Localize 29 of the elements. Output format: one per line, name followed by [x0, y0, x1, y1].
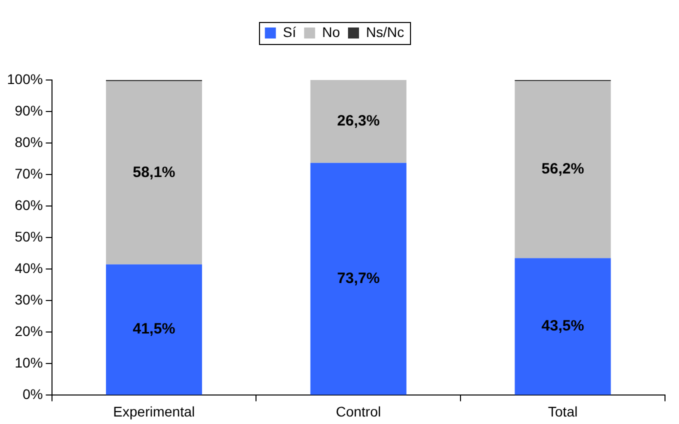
x-tick-label: Total — [548, 403, 578, 420]
data-label: 56,2% — [542, 160, 584, 178]
bar — [106, 264, 202, 395]
legend-label: Ns/Nc — [366, 24, 404, 40]
x-tick-label: Experimental — [113, 403, 195, 420]
y-tick-label: 60% — [14, 196, 43, 213]
y-tick-label: 10% — [14, 354, 43, 371]
data-label: 43,5% — [542, 318, 584, 335]
y-tick-label: 40% — [14, 260, 43, 276]
bar — [514, 258, 611, 395]
bar — [514, 80, 611, 258]
y-tick-label: 50% — [14, 228, 43, 244]
y-tick-label: 100% — [6, 70, 43, 87]
data-label: 41,5% — [132, 320, 176, 338]
bar — [310, 162, 406, 395]
bar — [310, 80, 406, 163]
legend-label: Sí — [282, 24, 296, 40]
data-label: 26,3% — [337, 112, 380, 130]
y-tick-label: 20% — [14, 323, 43, 340]
y-tick-label: 0% — [22, 386, 43, 402]
y-tick-label: 70% — [14, 165, 43, 182]
bar — [106, 81, 202, 264]
y-tick-label: 80% — [14, 134, 43, 150]
x-tick-label: Control — [336, 403, 381, 420]
legend-label: No — [322, 24, 340, 40]
data-label: 58,1% — [132, 164, 176, 181]
y-tick-label: 90% — [14, 102, 43, 118]
y-tick-label: 30% — [14, 292, 43, 308]
data-label: 73,7% — [337, 270, 380, 287]
